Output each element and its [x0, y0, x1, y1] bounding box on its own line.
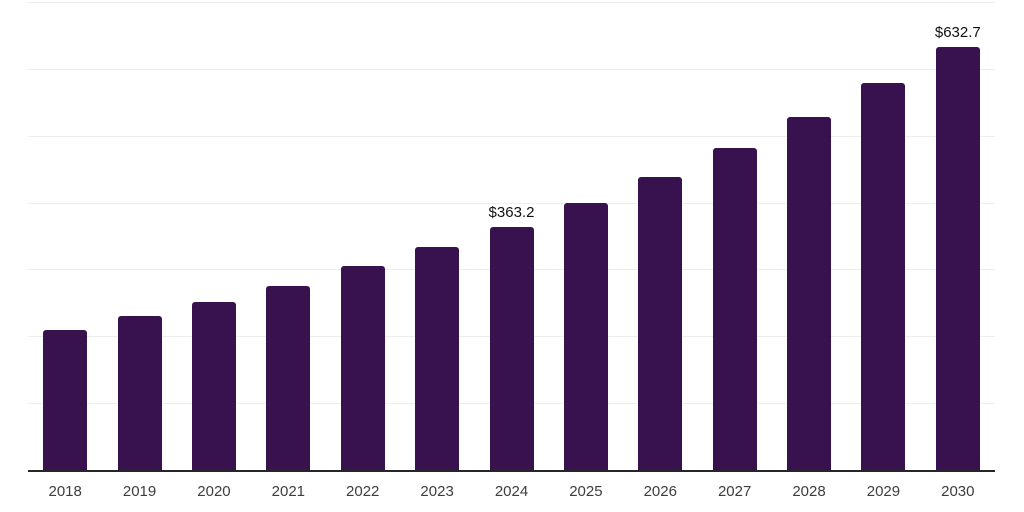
x-tick-label-2026: 2026 [643, 483, 677, 500]
x-tick-label-2027: 2027 [717, 483, 752, 500]
bar-2027 [712, 148, 757, 470]
bar-2023 [415, 246, 460, 470]
bar-2021 [266, 286, 311, 470]
gridline-500 [28, 135, 995, 137]
bar-2018 [43, 329, 88, 470]
x-tick-label-2029: 2029 [866, 483, 901, 500]
gridline-600 [28, 68, 995, 70]
x-axis-line [28, 470, 995, 472]
gridline-700 [28, 2, 995, 3]
value-label-2024: $363.2 [488, 204, 535, 222]
x-tick-label-2020: 2020 [197, 483, 231, 500]
bar-2019 [117, 316, 162, 470]
bar-2029 [861, 82, 906, 470]
x-tick-label-2030: 2030 [941, 483, 975, 500]
x-tick-label-2022: 2022 [346, 483, 380, 500]
bar-2026 [638, 176, 683, 470]
bar-2024 [489, 227, 534, 470]
bar-2022 [340, 266, 385, 470]
x-tick-label-2023: 2023 [420, 483, 454, 500]
bar-2025 [563, 202, 608, 470]
x-tick-label-2018: 2018 [48, 483, 82, 500]
bar-2028 [787, 116, 832, 470]
bar-2030 [935, 46, 980, 470]
value-label-2030: $632.7 [934, 23, 981, 41]
x-tick-label-2019: 2019 [122, 483, 157, 500]
x-tick-label-2024: 2024 [494, 483, 529, 500]
bar-2020 [191, 301, 236, 470]
x-tick-label-2021: 2021 [271, 483, 306, 500]
x-tick-label-2028: 2028 [792, 483, 826, 500]
x-tick-label-2025: 2025 [569, 483, 603, 500]
